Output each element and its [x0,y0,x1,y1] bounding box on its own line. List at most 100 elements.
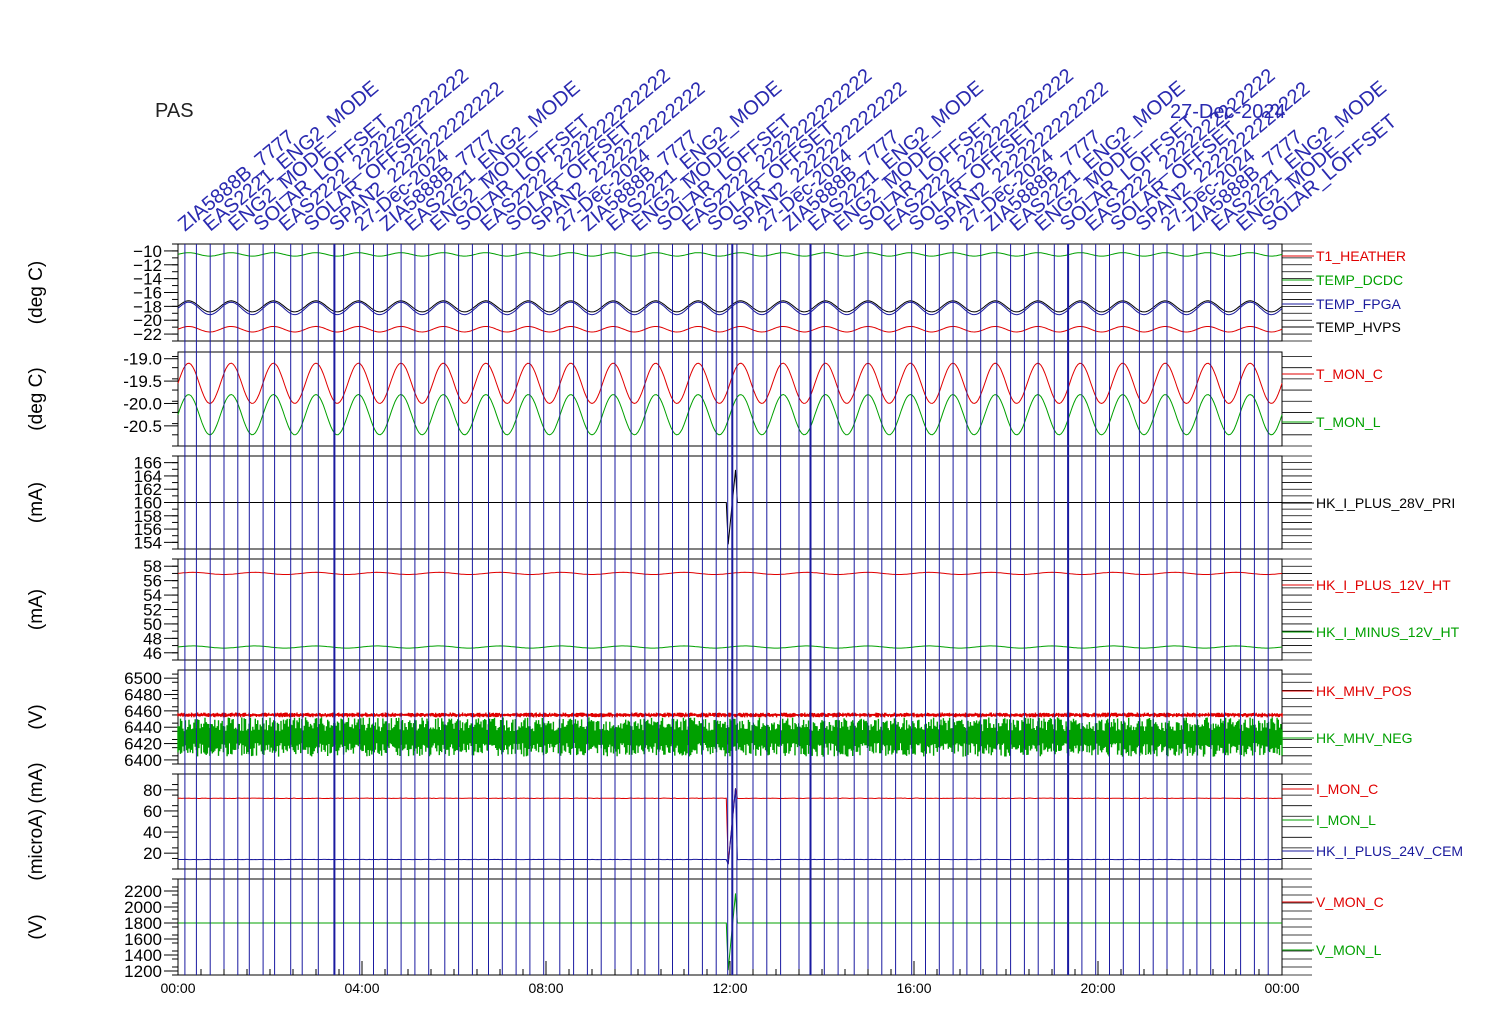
legend-label: TEMP_DCDC [1316,272,1403,288]
panel-6: 20 40 60 80 (microA) (mA) I_MON_C I_MON_L HK_I_… [26,762,1463,880]
legend-label: I_MON_C [1316,781,1378,797]
x-tick-label: 00:00 [1264,980,1299,996]
event-annotation-header: ZIA5888B_7777EAS2221_ENG2_MODEENG2_MODES… [174,65,1401,236]
series-T1_HEATHER [177,325,1283,333]
panel-frame [177,351,1283,447]
y-axis-label: (V) [26,704,47,729]
y-tick-label: −14 [133,270,162,289]
y-tick-label: 2200 [124,882,162,901]
y-tick-label: 54 [143,586,162,605]
y-tick-label: 6480 [124,686,162,705]
y-tick-label: 6460 [124,702,162,721]
y-axis-label: (deg C) [26,261,47,324]
x-tick-label: 00:00 [160,980,195,996]
series-TEMP_FPGA [177,301,1283,316]
y-tick-label: −18 [133,297,162,316]
y-tick-label: 50 [143,615,162,634]
x-tick-label: 16:00 [896,980,931,996]
legend-label: HK_MHV_NEG [1316,730,1412,746]
y-tick-label: 58 [143,557,162,576]
y-tick-label: 52 [143,601,162,620]
panel-1: −10−12−14−16−18−20−22 (deg C) T1_HEATHER TE… [26,242,1406,344]
y-tick-label: 48 [143,629,162,648]
y-tick-label: −12 [133,256,162,275]
series-HK_MHV_POS [177,712,1283,718]
series-HK_MHV_NEG [177,717,1283,757]
legend-label: HK_I_PLUS_12V_HT [1316,577,1451,593]
legend-label: T_MON_C [1316,366,1383,382]
y-tick-label: -20.0 [123,394,162,413]
y-tick-label: 160 [134,494,162,513]
y-tick-label: 1200 [124,962,162,981]
series-V_MON_L [178,893,1282,971]
y-tick-label: 60 [143,802,162,821]
date-label: 27-Dec-2024 [1170,101,1286,123]
y-tick-label: 20 [143,844,162,863]
x-tick-label: 12:00 [712,980,747,996]
y-tick-label: −20 [133,311,162,330]
legend-label: T_MON_L [1316,414,1381,430]
y-tick-label: -19.0 [123,350,162,369]
y-tick-label: 80 [143,781,162,800]
y-tick-label: -20.5 [123,417,162,436]
panel-frame [177,773,1283,870]
y-tick-label: 156 [134,520,162,539]
y-tick-label: 158 [134,507,162,526]
y-tick-label: 166 [134,454,162,473]
legend-label: V_MON_L [1316,942,1382,958]
y-tick-label: 46 [143,644,162,663]
legend-label: TEMP_HVPS [1316,319,1401,335]
y-tick-label: 1800 [124,914,162,933]
legend-label: HK_I_PLUS_24V_CEM [1316,843,1463,859]
y-tick-label: 1600 [124,930,162,949]
series-T_MON_C [177,362,1283,405]
legend-label: TEMP_FPGA [1316,296,1401,312]
series-HK_I_PLUS_24V_CEM [178,788,1283,865]
y-tick-label: 1400 [124,946,162,965]
y-axis-label: (mA) [26,482,47,523]
event-marker-lines [184,244,1269,975]
y-tick-label: 6420 [124,735,162,754]
y-tick-label: −10 [133,242,162,261]
y-tick-label: 6440 [124,718,162,737]
series-HK_I_PLUS_12V_HT [177,571,1283,575]
y-tick-label: −16 [133,284,162,303]
y-tick-label: 164 [134,467,162,486]
legend-label: T1_HEATHER [1316,248,1406,264]
legend-label: V_MON_C [1316,894,1384,910]
series-HK_I_MINUS_12V_HT [177,645,1283,649]
y-tick-label: 6500 [124,669,162,688]
y-tick-label: 56 [143,572,162,591]
legend-label: HK_MHV_POS [1316,683,1412,699]
series-TEMP_DCDC [177,252,1283,257]
time-axis: 00:00 04:00 08:00 12:00 16:00 20:00 00:00 [160,961,1300,996]
y-tick-label: 154 [134,533,162,552]
y-tick-label: 2000 [124,898,162,917]
legend-label: HK_I_PLUS_28V_PRI [1316,495,1455,511]
instrument-title: PAS [155,100,194,122]
y-axis-label: (microA) (mA) [26,762,47,880]
y-tick-label: 6400 [124,751,162,770]
legend-label: I_MON_L [1316,812,1376,828]
y-axis-label: (V) [26,914,47,939]
y-tick-label: -19.5 [123,372,162,391]
series-TEMP_HVPS [177,300,1283,313]
x-tick-label: 04:00 [344,980,379,996]
y-axis-label: (deg C) [26,367,47,430]
y-tick-label: 40 [143,823,162,842]
x-tick-label: 20:00 [1080,980,1115,996]
x-tick-label: 08:00 [528,980,563,996]
series-HK_I_PLUS_28V_PRI [178,469,1282,545]
series-T_MON_L [177,393,1283,436]
plot-panels: −10−12−14−16−18−20−22 (deg C) T1_HEATHER TE… [26,242,1463,981]
y-tick-label: 162 [134,480,162,499]
legend-label: HK_I_MINUS_12V_HT [1316,624,1460,640]
y-tick-label: −22 [133,325,162,344]
y-axis-label: (mA) [26,589,47,630]
panel-2: -19.0 -19.5 -20.0 -20.5 (deg C) T_MON_C T_MON_… [26,350,1383,447]
